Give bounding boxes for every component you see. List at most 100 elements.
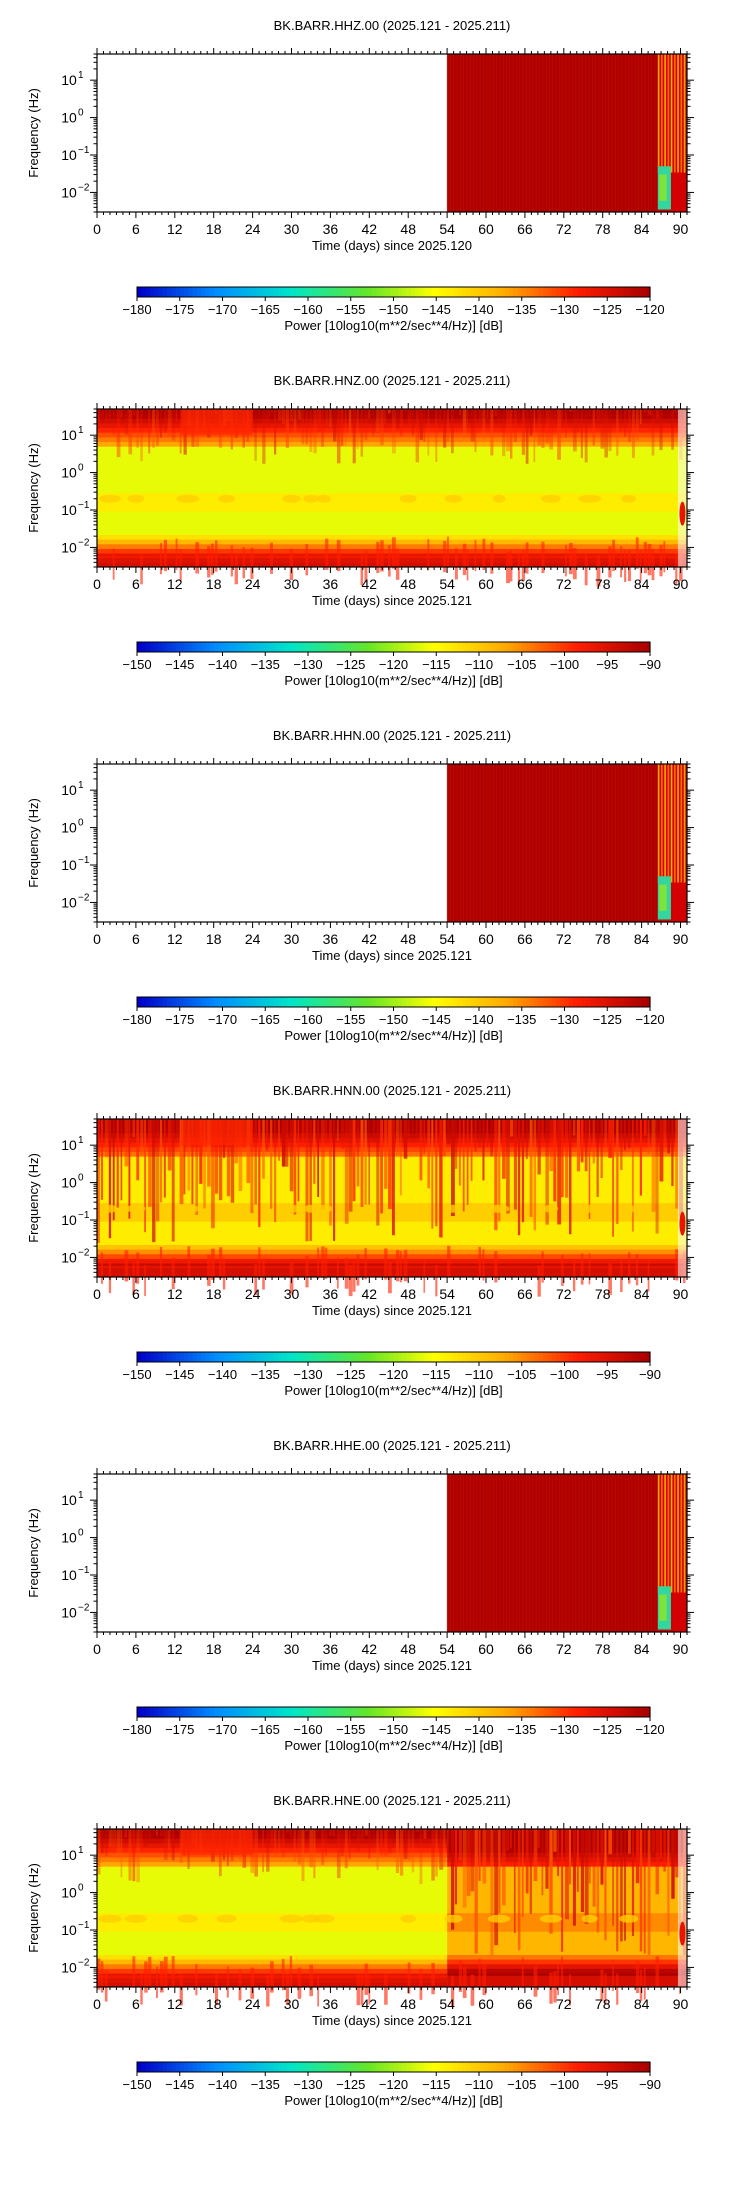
x-tick-label: 84 xyxy=(634,931,650,947)
x-axis-label: Time (days) since 2025.121 xyxy=(312,1303,472,1318)
colorbar-tick-label: −165 xyxy=(251,302,280,317)
x-tick-label: 24 xyxy=(245,931,261,947)
y-tick-exponent: −1 xyxy=(78,855,90,866)
y-tick-exponent: 0 xyxy=(78,818,84,829)
colorbar-tick-label: −170 xyxy=(208,1722,237,1737)
x-axis-label: Time (days) since 2025.121 xyxy=(312,1658,472,1673)
y-tick-exponent: 0 xyxy=(78,463,84,474)
colorbar-tick-label: −120 xyxy=(379,2077,408,2092)
x-tick-label: 12 xyxy=(167,576,183,592)
y-tick-label: 10 xyxy=(61,147,77,163)
colorbar-label: Power [10log10(m**2/sec**4/Hz)] [dB] xyxy=(284,318,502,333)
x-tick-label: 66 xyxy=(517,1286,533,1302)
x-tick-label: 72 xyxy=(556,1996,572,2012)
colorbar-tick-label: −135 xyxy=(507,1722,536,1737)
colorbar-tick-label: −130 xyxy=(293,1367,322,1382)
x-tick-label: 6 xyxy=(132,576,140,592)
colorbar-tick-label: −145 xyxy=(422,302,451,317)
colorbar-label: Power [10log10(m**2/sec**4/Hz)] [dB] xyxy=(284,2093,502,2108)
x-tick-label: 6 xyxy=(132,931,140,947)
x-tick-label: 72 xyxy=(556,221,572,237)
y-tick-label: 10 xyxy=(61,1922,77,1938)
spectrogram-image xyxy=(97,1829,687,2007)
x-tick-label: 12 xyxy=(167,221,183,237)
x-tick-label: 90 xyxy=(673,1286,689,1302)
x-tick-label: 36 xyxy=(323,1641,339,1657)
y-tick-label: 10 xyxy=(61,1567,77,1583)
colorbar-tick-label: −160 xyxy=(293,302,322,317)
x-tick-label: 66 xyxy=(517,1641,533,1657)
y-tick-exponent: −2 xyxy=(78,1247,90,1258)
y-axis-label: Frequency (Hz) xyxy=(26,1863,41,1953)
y-tick-label: 10 xyxy=(61,427,77,443)
colorbar-tick-label: −140 xyxy=(208,1367,237,1382)
y-tick-exponent: −1 xyxy=(78,500,90,511)
colorbar-tick-label: −135 xyxy=(251,657,280,672)
y-tick-exponent: 1 xyxy=(78,1135,84,1146)
x-tick-label: 30 xyxy=(284,931,300,947)
y-tick-label: 10 xyxy=(61,1530,77,1546)
plot-frame xyxy=(96,1118,688,1278)
x-axis-label: Time (days) since 2025.121 xyxy=(312,593,472,608)
colorbar-tick-label: −95 xyxy=(596,657,618,672)
x-tick-label: 54 xyxy=(439,576,455,592)
colorbar-tick-label: −115 xyxy=(422,1367,450,1382)
colorbar-tick-label: −115 xyxy=(422,2077,450,2092)
colorbar-tick-label: −125 xyxy=(336,2077,365,2092)
y-axis-label: Frequency (Hz) xyxy=(26,1508,41,1598)
plot-title: BK.BARR.HHZ.00 (2025.121 - 2025.211) xyxy=(274,18,511,33)
colorbar-tick-label: −175 xyxy=(165,1722,194,1737)
colorbar-tick-label: −90 xyxy=(639,657,661,672)
colorbar-tick-label: −150 xyxy=(122,1367,151,1382)
y-tick-label: 10 xyxy=(61,894,77,910)
colorbar-tick-label: −145 xyxy=(165,2077,194,2092)
colorbar-tick-label: −135 xyxy=(507,1012,536,1027)
y-tick-exponent: 0 xyxy=(78,108,84,119)
x-tick-label: 36 xyxy=(323,1286,339,1302)
plot-frame xyxy=(96,408,688,568)
colorbar-tick-label: −130 xyxy=(293,657,322,672)
x-tick-label: 48 xyxy=(400,576,416,592)
colorbar-label: Power [10log10(m**2/sec**4/Hz)] [dB] xyxy=(284,1028,502,1043)
colorbar-tick-label: −120 xyxy=(635,302,664,317)
colorbar-tick-label: −95 xyxy=(596,1367,618,1382)
colorbar-tick-label: −135 xyxy=(251,2077,280,2092)
x-axis-label: Time (days) since 2025.121 xyxy=(312,948,472,963)
y-axis-label: Frequency (Hz) xyxy=(26,1153,41,1243)
x-tick-label: 78 xyxy=(595,1996,611,2012)
y-tick-label: 10 xyxy=(61,1249,77,1265)
y-tick-exponent: −1 xyxy=(78,145,90,156)
x-tick-label: 66 xyxy=(517,1996,533,2012)
y-axis-label: Frequency (Hz) xyxy=(26,798,41,888)
colorbar-tick-label: −120 xyxy=(635,1012,664,1027)
x-tick-label: 66 xyxy=(517,931,533,947)
colorbar-tick-label: −140 xyxy=(208,657,237,672)
x-tick-label: 60 xyxy=(478,1996,494,2012)
x-axis-label: Time (days) since 2025.121 xyxy=(312,2013,472,2028)
spectrogram-image xyxy=(446,1474,687,1632)
x-tick-label: 30 xyxy=(284,1286,300,1302)
colorbar-tick-label: −165 xyxy=(251,1012,280,1027)
spectrogram-image xyxy=(97,409,687,587)
y-tick-label: 10 xyxy=(61,857,77,873)
x-tick-label: 42 xyxy=(362,1286,378,1302)
colorbar-tick-label: −175 xyxy=(165,302,194,317)
y-tick-label: 10 xyxy=(61,502,77,518)
colorbar-tick-label: −120 xyxy=(379,1367,408,1382)
y-tick-label: 10 xyxy=(61,820,77,836)
x-axis-label: Time (days) since 2025.120 xyxy=(312,238,472,253)
y-tick-exponent: −1 xyxy=(78,1210,90,1221)
x-tick-label: 84 xyxy=(634,1641,650,1657)
x-tick-label: 84 xyxy=(634,1286,650,1302)
colorbar-tick-label: −140 xyxy=(464,1012,493,1027)
plot-frame xyxy=(96,1828,688,1988)
colorbar: −180 −175 −170 −165 −160 −155 −150 −145 −140 −135… xyxy=(122,996,665,1043)
x-tick-label: 90 xyxy=(673,931,689,947)
y-tick-exponent: −2 xyxy=(78,537,90,548)
x-tick-label: 48 xyxy=(400,1996,416,2012)
x-tick-label: 48 xyxy=(400,1286,416,1302)
x-tick-label: 0 xyxy=(93,1286,101,1302)
x-tick-label: 84 xyxy=(634,1996,650,2012)
x-tick-label: 18 xyxy=(206,221,222,237)
spectrogram-panel-3: BK.BARR.HHN.00 (2025.121 - 2025.211)0 6 12… xyxy=(26,728,694,1043)
